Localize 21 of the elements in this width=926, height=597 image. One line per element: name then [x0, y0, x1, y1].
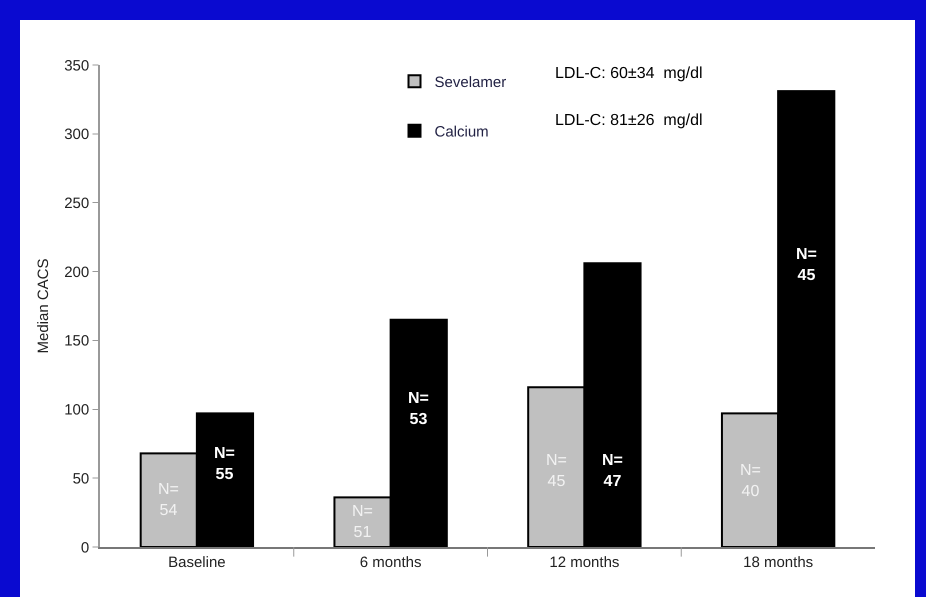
y-tick-label: 150 — [64, 332, 90, 350]
y-tick-label: 100 — [64, 402, 90, 419]
y-tick-label: 350 — [64, 57, 90, 74]
x-tick-label: Baseline — [168, 554, 226, 571]
y-tick-label: 0 — [80, 539, 90, 556]
x-tick-label: 12 months — [549, 554, 620, 571]
legend-label: Sevelamer — [434, 74, 506, 92]
x-tick-label: 6 months — [360, 554, 422, 571]
annotation: LDL-C: 60±34 mg/dl — [555, 65, 703, 82]
x-tick-label: 18 months — [743, 554, 814, 571]
annotation: N= 53 — [408, 390, 429, 428]
y-tick-label: 200 — [64, 264, 90, 281]
annotation: N= 47 — [602, 452, 623, 490]
annotation: LDL-C: 81±26 mg/dl — [555, 112, 703, 129]
y-tick-label: 50 — [72, 470, 90, 488]
legend-label: Calcium — [434, 124, 489, 141]
y-axis-title: Median CACS — [34, 258, 52, 354]
y-tick-label: 250 — [64, 194, 90, 212]
annotation: N= 55 — [214, 445, 235, 483]
y-tick-label: 300 — [64, 126, 90, 144]
annotation: N= 45 — [796, 246, 817, 284]
